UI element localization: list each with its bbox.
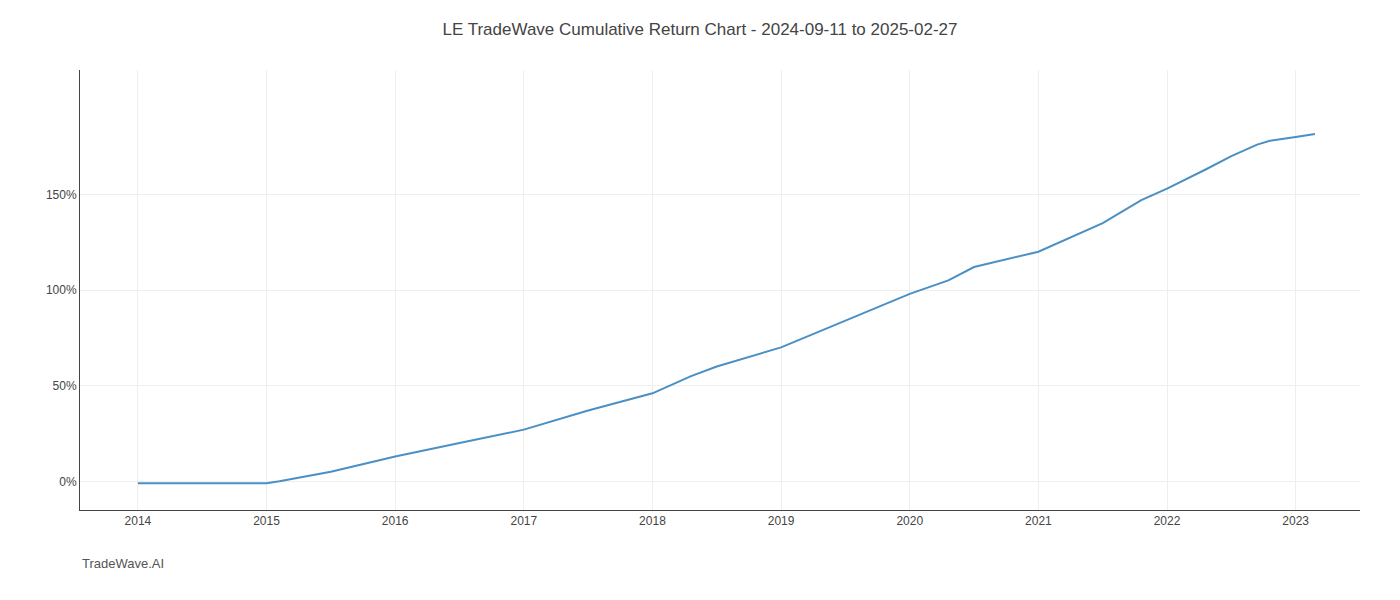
svg-text:2022: 2022 — [1154, 514, 1181, 528]
svg-text:2020: 2020 — [896, 514, 923, 528]
svg-text:150%: 150% — [46, 188, 77, 202]
svg-text:0%: 0% — [59, 475, 77, 489]
svg-text:2018: 2018 — [639, 514, 666, 528]
svg-text:LE TradeWave Cumulative Return: LE TradeWave Cumulative Return Chart - 2… — [443, 20, 958, 39]
svg-text:TradeWave.AI: TradeWave.AI — [82, 556, 164, 571]
svg-text:2019: 2019 — [768, 514, 795, 528]
svg-text:2017: 2017 — [510, 514, 537, 528]
svg-text:2014: 2014 — [125, 514, 152, 528]
svg-text:100%: 100% — [46, 283, 77, 297]
svg-text:2023: 2023 — [1282, 514, 1309, 528]
svg-text:2016: 2016 — [382, 514, 409, 528]
svg-text:50%: 50% — [53, 379, 77, 393]
svg-text:2021: 2021 — [1025, 514, 1052, 528]
svg-text:2015: 2015 — [253, 514, 280, 528]
